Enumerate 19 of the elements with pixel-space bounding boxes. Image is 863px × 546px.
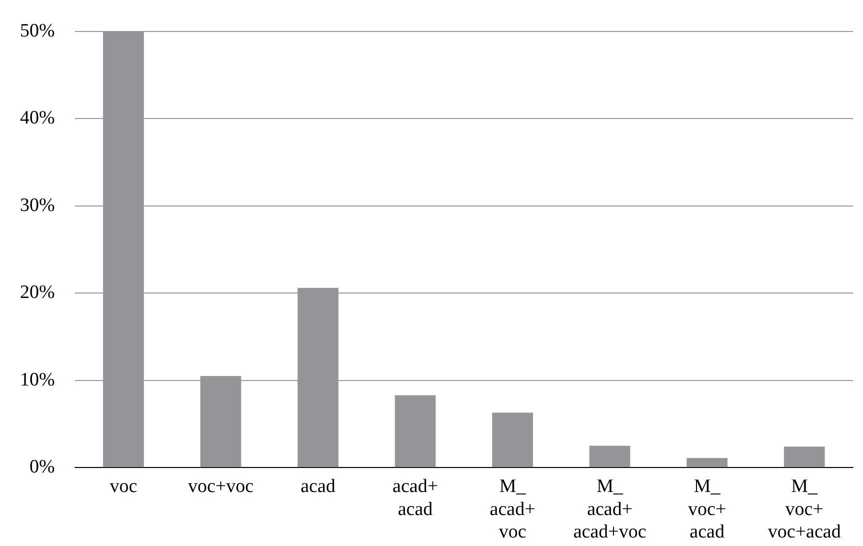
y-tick-label: 0%	[30, 456, 55, 478]
x-tick-label: acad+ acad	[392, 476, 438, 520]
y-tick-label: 30%	[20, 194, 55, 216]
x-tick-label: M_ acad+ voc	[490, 476, 536, 543]
y-tick-label: 20%	[20, 282, 55, 304]
x-tick-label: voc	[110, 476, 138, 497]
y-tick-label: 10%	[20, 369, 55, 390]
x-tick-label: acad	[300, 476, 336, 497]
bar	[686, 458, 728, 468]
bar	[589, 446, 630, 468]
x-tick-label: voc+voc	[188, 476, 254, 497]
y-tick-label: 50%	[20, 20, 55, 42]
bar	[492, 412, 533, 468]
x-tick-label: M_ voc+ voc+acad	[768, 476, 842, 543]
y-tick-label: 40%	[20, 108, 55, 129]
x-tick-label: M_ voc+ acad	[688, 476, 726, 543]
x-tick-label: M_ acad+ acad+voc	[573, 476, 646, 543]
bar	[784, 446, 825, 468]
bar	[394, 395, 436, 468]
